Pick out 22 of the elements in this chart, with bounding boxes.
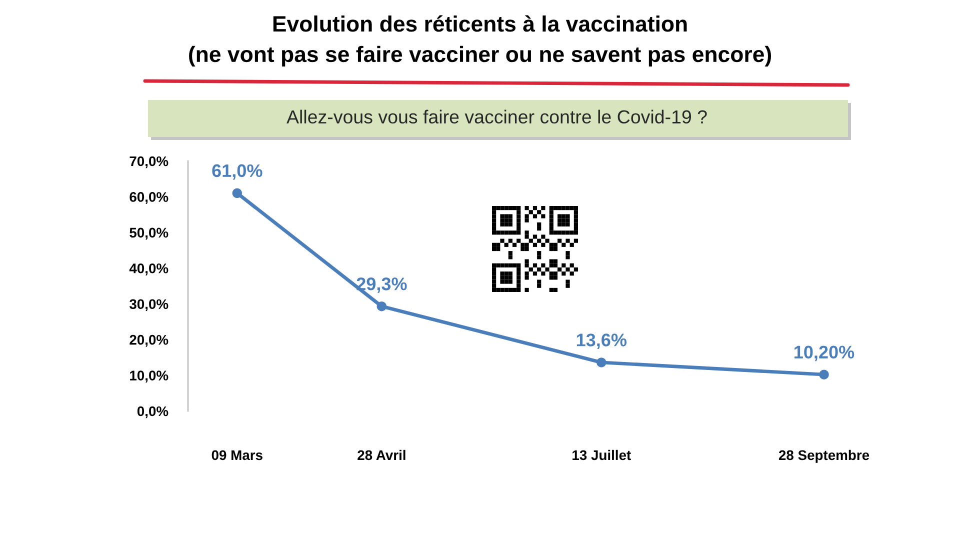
point xyxy=(232,188,242,198)
point xyxy=(376,301,387,312)
point xyxy=(819,370,829,380)
y-tick-label: 30,0% xyxy=(129,299,168,312)
data-label: 61,0% xyxy=(212,164,262,180)
y-tick-label: 0,0% xyxy=(137,406,168,418)
y-tick-label: 50,0% xyxy=(130,228,168,240)
x-tick-label: 28 Septembre xyxy=(778,450,870,463)
point xyxy=(596,358,606,368)
y-tick-label: 60,0% xyxy=(130,192,168,204)
y-tick-label: 70,0% xyxy=(130,156,168,168)
y-tick-label: 10,0% xyxy=(130,370,168,382)
data-label: 29,3% xyxy=(356,278,407,293)
x-tick-label: 09 Mars xyxy=(212,450,262,460)
x-tick-label: 13 Juillet xyxy=(572,450,631,460)
x-tick-label: 28 Avril xyxy=(358,450,406,460)
data-label: 13,6% xyxy=(576,334,627,349)
chart-subtitle: Allez-vous vous faire vacciner contre le Covid-19 ? xyxy=(286,110,707,124)
data-label: 10,20% xyxy=(794,346,854,362)
chart-title: Evolution des réticents à la vaccination (ne vont pas se faire vacciner ou ne savent pas encore) xyxy=(189,15,772,67)
y-tick-label: 20,0% xyxy=(130,334,168,347)
y-tick-label: 40,0% xyxy=(129,263,168,276)
